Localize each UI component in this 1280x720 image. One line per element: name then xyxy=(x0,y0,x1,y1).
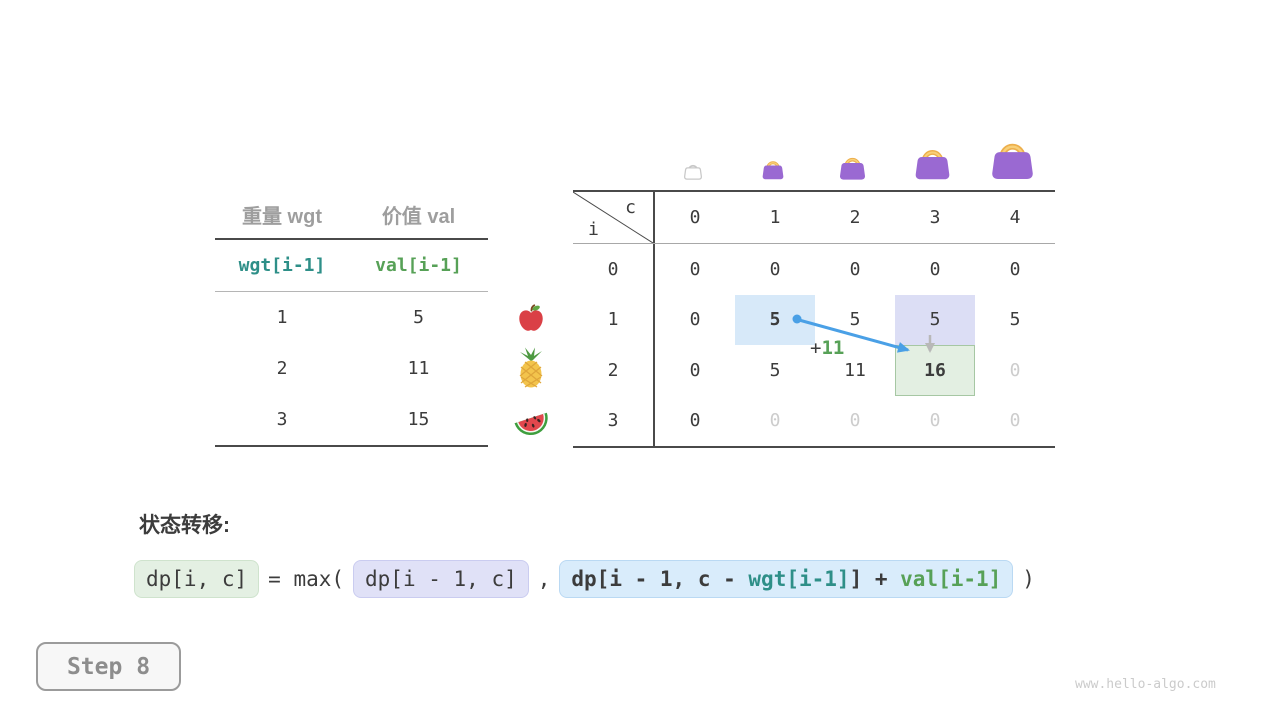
dp-cell-0-0: 0 xyxy=(689,258,701,280)
item-table-subheader-wgt: wgt[i-1] xyxy=(238,255,326,276)
dp-cell-1-1: 5 xyxy=(735,294,815,345)
dp-cell-0-2: 0 xyxy=(849,258,861,280)
dp-corner-cell: c i xyxy=(573,192,655,243)
item-val-0: 5 xyxy=(413,307,424,328)
bag-icon xyxy=(838,152,867,180)
plus-sign: + xyxy=(810,337,822,359)
pineapple-icon xyxy=(515,347,547,389)
item-row-2: 3 15 xyxy=(215,394,488,445)
take-term-wgt: wgt[i-1] xyxy=(748,567,850,591)
item-table-subheader-row: wgt[i-1] val[i-1] xyxy=(215,240,488,292)
dp-cell-3-2: 0 xyxy=(849,410,861,432)
dp-cell-3-4: 0 xyxy=(1009,410,1021,432)
item-wgt-1: 2 xyxy=(276,358,288,379)
item-table: 重量 wgt 价值 val wgt[i-1] val[i-1] 1 5 2 11 3 15 xyxy=(215,190,488,447)
dp-col-header-2: 2 xyxy=(849,207,861,228)
item-table-header-weight: 重量 wgt xyxy=(242,205,322,228)
dp-row-3: 3 0 0 0 0 0 xyxy=(573,395,1055,446)
dp-cell-2-0: 0 xyxy=(689,359,701,381)
dp-row-header-2: 2 xyxy=(573,345,655,396)
dp-cell-3-1: 0 xyxy=(769,410,781,432)
watermark: www.hello-algo.com xyxy=(1075,677,1216,692)
gain-value: 11 xyxy=(821,337,845,359)
dp-cell-3-3: 0 xyxy=(929,410,941,432)
item-val-2: 15 xyxy=(407,409,430,430)
empty-bag-icon xyxy=(683,160,703,180)
dp-cell-1-4: 5 xyxy=(1009,309,1021,331)
take-term-mid: ] + xyxy=(849,567,901,591)
formula-skip-term-chip: dp[i - 1, c] xyxy=(353,560,529,599)
item-table-header-value: 价值 val xyxy=(381,205,456,228)
formula-take-term-chip: dp[i - 1, c - wgt[i-1]] + val[i-1] xyxy=(559,560,1014,599)
dp-corner-row-var: i xyxy=(588,219,599,240)
apple-icon xyxy=(516,303,546,333)
dp-header-row: c i 0 1 2 3 4 xyxy=(573,192,1055,244)
dp-cell-2-3: 16 xyxy=(895,345,975,396)
dp-cell-0-4: 0 xyxy=(1009,258,1021,280)
state-transition-formula: dp[i, c] = max( dp[i - 1, c] , dp[i - 1,… xyxy=(134,560,1035,599)
dp-corner-col-var: c xyxy=(625,197,636,218)
dp-cell-1-3: 5 xyxy=(895,294,975,345)
watermelon-icon xyxy=(511,405,551,437)
dp-row-2: 2 0 5 11 16 0 xyxy=(573,345,1055,396)
item-row-1: 2 11 xyxy=(215,343,488,394)
item-table-subheader-val: val[i-1] xyxy=(375,255,462,276)
dp-cell-0-3: 0 xyxy=(929,258,941,280)
corner-diagonal-line xyxy=(573,192,653,243)
bag-icon xyxy=(989,134,1036,180)
dp-cell-0-1: 0 xyxy=(769,258,781,280)
dp-col-header-3: 3 xyxy=(929,207,941,228)
formula-current-cell-chip: dp[i, c] xyxy=(134,560,260,599)
item-val-1: 11 xyxy=(407,358,430,379)
bag-icon xyxy=(761,156,785,180)
dp-row-header-3: 3 xyxy=(573,395,655,446)
dp-col-header-1: 1 xyxy=(769,207,781,228)
item-wgt-0: 1 xyxy=(276,307,288,328)
formula-close-paren: ) xyxy=(1022,567,1035,592)
dp-col-header-0: 0 xyxy=(689,207,701,228)
dp-cell-1-0: 0 xyxy=(689,309,701,331)
bag-icon xyxy=(913,142,952,180)
item-table-header-row: 重量 wgt 价值 val xyxy=(215,190,488,240)
dp-col-header-4: 4 xyxy=(1009,207,1021,228)
dp-row-header-0: 0 xyxy=(573,244,655,295)
value-gain-annotation: +11 xyxy=(810,337,844,359)
dp-cell-3-0: 0 xyxy=(689,410,701,432)
item-wgt-2: 3 xyxy=(276,409,288,430)
dp-cell-2-1: 5 xyxy=(769,359,781,381)
formula-max-operator: = max( xyxy=(268,567,345,592)
step-badge: Step 8 xyxy=(36,642,181,691)
dp-row-0: 0 0 0 0 0 0 xyxy=(573,244,1055,295)
take-term-val: val[i-1] xyxy=(900,567,1002,591)
formula-comma: , xyxy=(537,567,551,592)
dp-cell-2-2: 11 xyxy=(844,359,866,381)
state-transition-label: 状态转移: xyxy=(139,514,230,537)
dp-row-header-1: 1 xyxy=(573,294,655,345)
dp-cell-2-4: 0 xyxy=(1009,359,1021,381)
take-term-prefix: dp[i - 1, c - xyxy=(571,567,749,591)
